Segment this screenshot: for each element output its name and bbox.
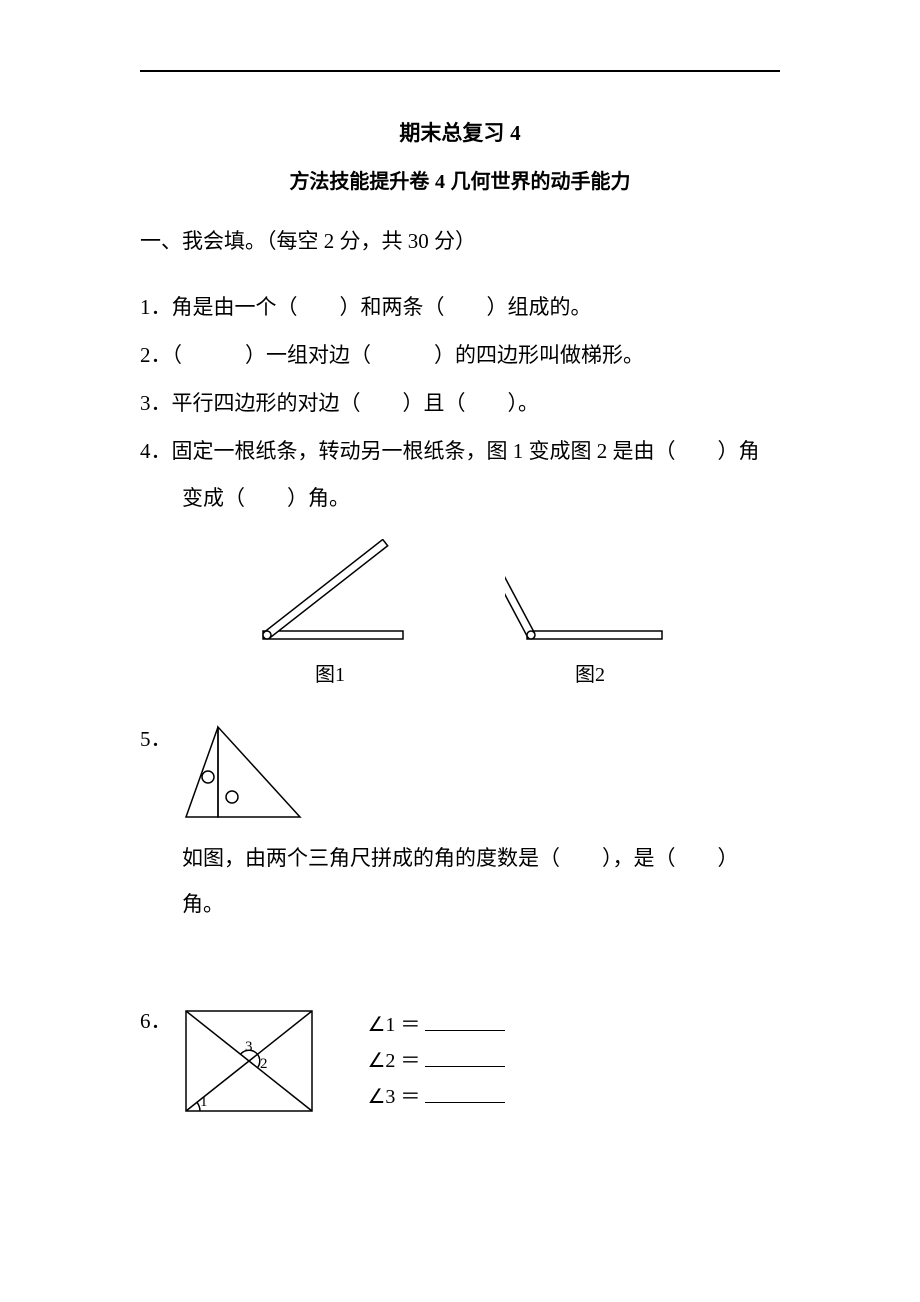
q1-num: 1． [140, 295, 172, 319]
blank-line-1 [425, 1013, 505, 1031]
q6-eq3: ∠3 ＝ [368, 1086, 426, 1108]
question-1: 1．角是由一个（ ）和两条（ ）组成的。 [140, 284, 780, 330]
figure-2-svg [505, 539, 675, 649]
q3-text: 平行四边形的对边（ ）且（ ）。 [172, 391, 540, 415]
blank-line-3 [425, 1085, 505, 1103]
subtitle-prefix: 方法技能提升卷 [289, 171, 435, 193]
question-3: 3．平行四边形的对边（ ）且（ ）。 [140, 380, 780, 426]
q4-line2: 变成（ ）角。 [182, 486, 350, 510]
question-2: 2．（ ）一组对边（ ）的四边形叫做梯形。 [140, 332, 780, 378]
figure-2-block: 图2 [505, 539, 675, 687]
angle-1-label: 1 [200, 1094, 208, 1110]
q2-text: （ ）一组对边（ ）的四边形叫做梯形。 [172, 343, 645, 367]
question-4: 4．固定一根纸条，转动另一根纸条，图 1 变成图 2 是由（ ）角 变成（ ）角… [140, 428, 780, 520]
figure-1-label: 图1 [245, 658, 415, 687]
q5-num: 5． [140, 719, 172, 753]
title-num: 4 [510, 121, 521, 145]
blank-line-2 [425, 1049, 505, 1067]
q4-num: 4． [140, 439, 172, 463]
main-title: 期末总复习 4 [140, 117, 780, 147]
q6-eq2-row: ∠2 ＝ [368, 1043, 506, 1079]
angle-2-label: 2 [260, 1056, 268, 1072]
angle-3-label: 3 [245, 1039, 253, 1055]
q6-box-svg: 1 2 3 [180, 1005, 320, 1120]
top-horizontal-rule [140, 70, 780, 72]
question-5: 5． [140, 719, 780, 829]
question-6: 6． 1 2 3 ∠1 ＝ ∠2 ＝ [140, 1005, 780, 1120]
q1-text: 角是由一个（ ）和两条（ ）组成的。 [172, 295, 592, 319]
q4-line1: 固定一根纸条，转动另一根纸条，图 1 变成图 2 是由（ ）角 [172, 439, 760, 463]
figure-row-q4: 图1 图2 [140, 539, 780, 687]
q6-num: 6． [140, 1005, 172, 1035]
subtitle-suffix: 几何世界的动手能力 [445, 171, 631, 193]
q3-num: 3． [140, 391, 172, 415]
title-prefix: 期末总复习 [399, 122, 510, 145]
page-container: 期末总复习 4 方法技能提升卷 4 几何世界的动手能力 一、我会填。（每空 2 … [0, 0, 920, 1120]
sub-title: 方法技能提升卷 4 几何世界的动手能力 [140, 165, 780, 194]
q6-eq2: ∠2 ＝ [368, 1050, 426, 1072]
q6-eq1: ∠1 ＝ [368, 1014, 426, 1036]
section-heading: 一、我会填。（每空 2 分，共 30 分） [140, 222, 780, 262]
q5-triangles-svg [178, 719, 308, 829]
q6-equations: ∠1 ＝ ∠2 ＝ ∠3 ＝ [368, 1005, 506, 1115]
figure-1-svg [245, 539, 415, 649]
q5-text: 如图，由两个三角尺拼成的角的度数是（ ），是（ ）角。 [140, 835, 780, 927]
figure-2-label: 图2 [505, 658, 675, 687]
q2-num: 2． [140, 343, 172, 367]
subtitle-num: 4 [435, 171, 445, 193]
q6-eq1-row: ∠1 ＝ [368, 1007, 506, 1043]
q6-eq3-row: ∠3 ＝ [368, 1079, 506, 1115]
figure-1-block: 图1 [245, 539, 415, 687]
